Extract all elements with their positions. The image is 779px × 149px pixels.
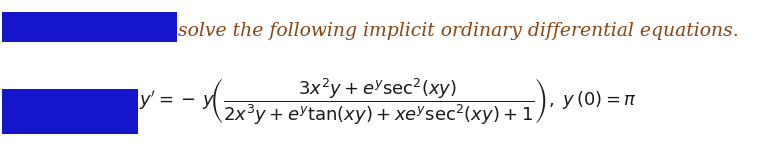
- Bar: [8, 20, 58, 24]
- Text: solve the following implicit ordinary differential equations.: solve the following implicit ordinary di…: [178, 22, 738, 40]
- Text: $y^{\prime} = -\,y\!\left(\dfrac{3x^{2}y + e^{y}\sec^{2}\!(xy)}{2x^{3}y + e^{y}\: $y^{\prime} = -\,y\!\left(\dfrac{3x^{2}y…: [139, 76, 636, 126]
- Bar: [2, 12, 177, 42]
- Bar: [2, 89, 138, 134]
